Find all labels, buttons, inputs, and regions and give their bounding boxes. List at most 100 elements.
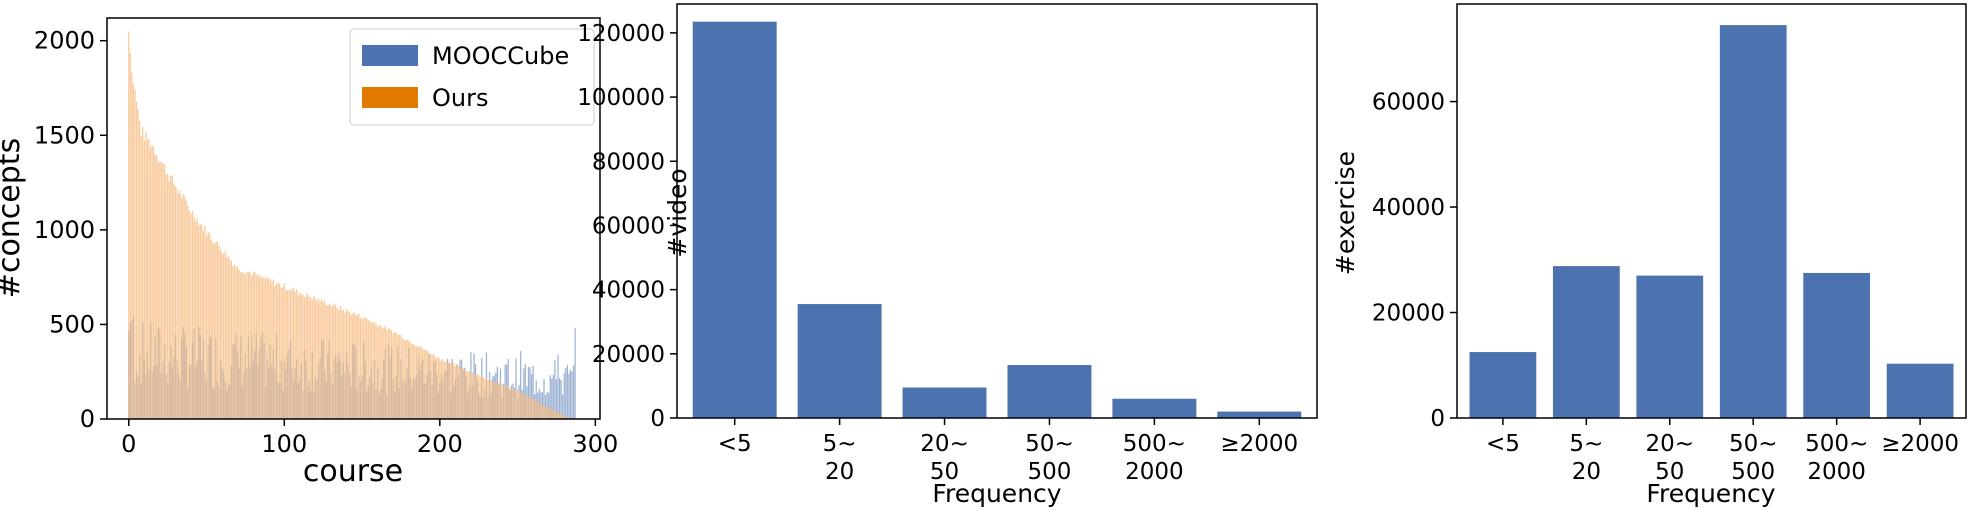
ours-bar [549, 408, 551, 419]
ours-bar [387, 328, 390, 419]
ours-bar [526, 395, 528, 419]
ours-bar [146, 140, 149, 420]
ours-bar [513, 389, 516, 419]
ours-bar [277, 283, 279, 419]
mooccube-bar [565, 368, 567, 419]
ours-bar [156, 155, 158, 419]
y-axis-ticks: 0 20000 40000 60000 [1372, 90, 1457, 432]
ours-bar [378, 325, 380, 419]
ours-bar [515, 390, 517, 419]
ours-bar [415, 346, 418, 419]
ours-bar [468, 371, 470, 419]
ours-bar [215, 242, 217, 419]
ours-bar [548, 407, 550, 419]
ours-bar [310, 297, 312, 419]
bar [1217, 411, 1302, 418]
ours-bar [151, 145, 153, 419]
ours-bar [268, 279, 270, 419]
ours-bar [317, 298, 320, 419]
mooccube-bar [574, 328, 576, 419]
ours-bar [353, 312, 355, 419]
ours-bar [339, 305, 341, 419]
bar [797, 304, 882, 418]
ours-bar [233, 264, 236, 419]
y-tick-label: 60000 [1372, 90, 1445, 116]
ours-bar [238, 270, 240, 419]
ours-bar [389, 328, 391, 419]
ours-bar [311, 299, 313, 419]
ours-bar [412, 344, 414, 419]
ours-bar [437, 356, 439, 419]
mooccube-bar [552, 374, 554, 419]
ours-bar [303, 297, 306, 419]
ours-bar [534, 399, 536, 419]
ours-bar [465, 371, 467, 419]
ours-bar [512, 388, 514, 419]
ours-bar [380, 325, 382, 419]
ours-bar [330, 306, 332, 419]
mooccube-bar [566, 364, 568, 419]
mooccube-bar [572, 365, 575, 419]
ours-bar [174, 186, 177, 419]
ours-bar [560, 413, 562, 419]
x-tick-label: 5~ 20 [823, 431, 857, 485]
ours-bar [137, 109, 139, 420]
ours-bar [563, 415, 565, 419]
ours-bar [470, 373, 472, 419]
ours-bar [188, 210, 191, 419]
mooccube-bar [562, 394, 564, 419]
ours-bar [555, 411, 558, 419]
y-tick-label: 60000 [592, 213, 665, 239]
ours-bar [167, 173, 169, 419]
ours-bar [381, 328, 383, 419]
ours-bar [478, 374, 480, 419]
ours-bar [145, 130, 147, 419]
x-tick-label: 20~ 50 [920, 431, 969, 485]
ours-bar [439, 358, 441, 419]
ours-bar [132, 83, 135, 419]
ours-bar [554, 410, 556, 419]
ours-bar [195, 222, 197, 419]
ours-bar [364, 316, 366, 419]
ours-bar [484, 378, 486, 419]
ours-bar [493, 382, 495, 419]
ours-bar [440, 360, 442, 419]
ours-bar [232, 266, 234, 419]
ours-bar [247, 271, 250, 419]
ours-bar [266, 276, 268, 419]
ours-bar [370, 322, 373, 419]
y-tick-label: 1000 [34, 216, 95, 244]
ours-bar [509, 388, 511, 419]
y-tick-label: 20000 [592, 342, 665, 368]
y-tick-label: 80000 [592, 149, 665, 175]
ours-bar [398, 334, 401, 419]
mooccube-bar [563, 373, 565, 419]
ours-bar [481, 376, 483, 419]
ours-bar [521, 392, 523, 419]
plot-frame [106, 17, 601, 420]
ours-bar [241, 272, 243, 419]
x-tick-label: 50~ 500 [1025, 431, 1074, 485]
ours-bar [176, 188, 178, 419]
ours-bar [426, 350, 428, 419]
ours-bar [334, 304, 337, 419]
ours-bar [535, 400, 537, 419]
ours-bar [485, 378, 488, 419]
ours-bar [328, 303, 331, 419]
ours-bar [139, 120, 141, 419]
x-tick-label: 300 [572, 430, 618, 458]
ours-bar [288, 290, 290, 419]
bar [1007, 365, 1092, 418]
ours-bar [341, 309, 343, 419]
ours-bar [394, 332, 396, 419]
ours-bar [254, 271, 256, 419]
ours-bar [474, 374, 477, 419]
ours-bar [299, 292, 301, 419]
ours-bar [227, 255, 229, 419]
ours-bar [540, 403, 542, 419]
ours-bar [185, 200, 187, 419]
ours-bar [386, 330, 388, 419]
exercise-chart: <5 5~ 20 20~ 50 50~ 500 500~ 2000 ≥2000 0 20000 400… [1331, 3, 1967, 508]
bar [692, 21, 777, 419]
ours-bar [490, 380, 492, 419]
